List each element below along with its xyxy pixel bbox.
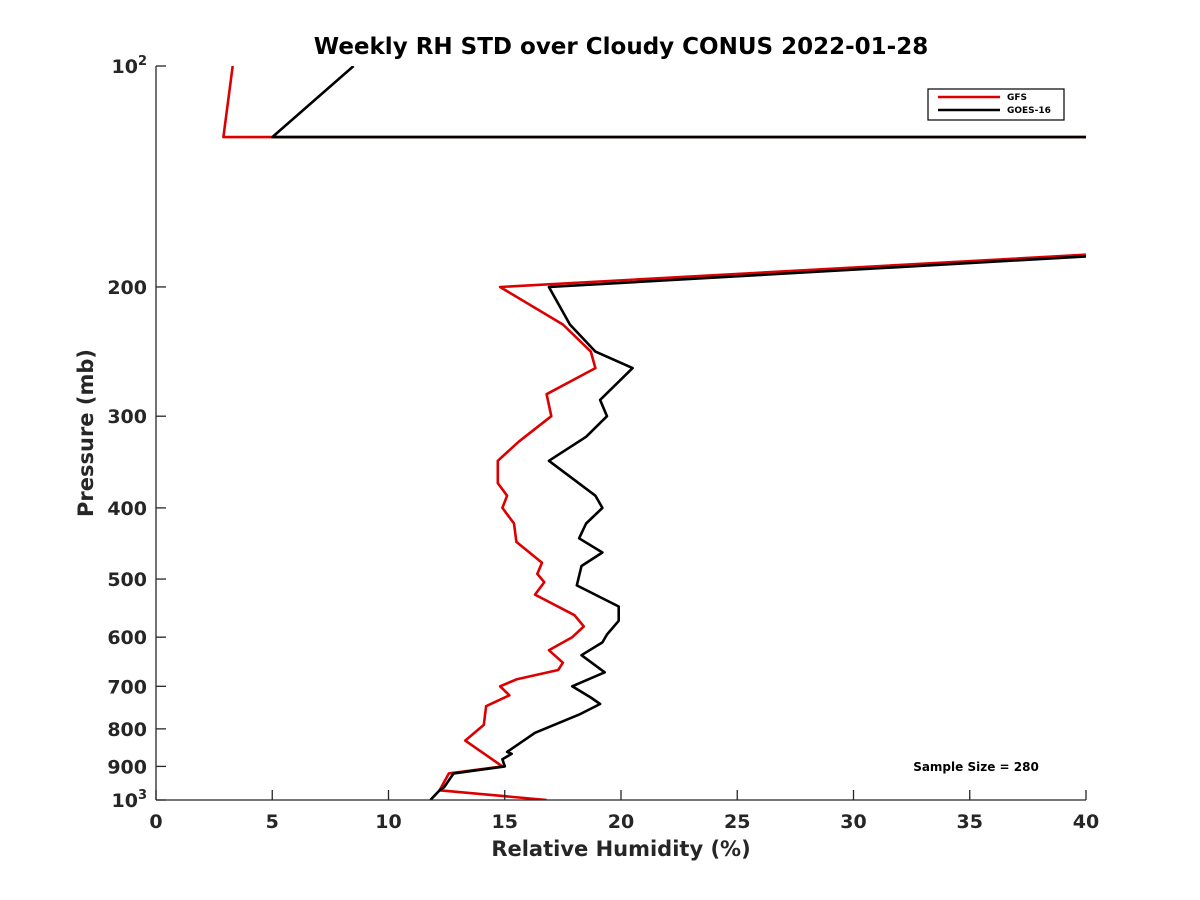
legend: GFS GOES-16 <box>927 88 1065 121</box>
y-tick-label: 600 <box>107 627 147 649</box>
x-tick-label: 15 <box>492 811 518 833</box>
axes: 0 5 10 15 20 25 30 35 40 102 200 300 400 500 600 700 800… <box>107 54 1099 833</box>
y-axis-title: Pressure (mb) <box>74 349 98 517</box>
series-line-gfs <box>222 66 1086 800</box>
x-tick-label: 30 <box>840 811 866 833</box>
x-tick-label: 25 <box>724 811 750 833</box>
y-tick-label: 102 <box>112 54 148 78</box>
y-tick-label: 900 <box>107 756 147 778</box>
series-line-goes-16 <box>270 66 1086 800</box>
legend-box <box>927 88 1065 121</box>
legend-label-gfs: GFS <box>1007 93 1027 103</box>
x-tick-label: 10 <box>375 811 401 833</box>
x-tick-label: 35 <box>957 811 983 833</box>
chart-title: Weekly RH STD over Cloudy CONUS 2022-01-… <box>314 34 928 60</box>
y-tick-label: 300 <box>107 406 147 428</box>
x-tick-label: 0 <box>149 811 162 833</box>
plot-area <box>222 66 1086 800</box>
y-tick-label: 103 <box>112 788 148 812</box>
x-axis-title: Relative Humidity (%) <box>491 837 750 861</box>
y-tick-label: 400 <box>107 498 147 520</box>
sample-size-annotation: Sample Size = 280 <box>913 760 1039 774</box>
legend-label-goes-16: GOES-16 <box>1007 106 1051 116</box>
x-tick-label: 5 <box>266 811 279 833</box>
y-tick-label: 200 <box>107 277 147 299</box>
y-tick-label: 500 <box>107 569 147 591</box>
x-tick-label: 40 <box>1073 811 1099 833</box>
x-tick-label: 20 <box>608 811 634 833</box>
y-tick-label: 700 <box>107 676 147 698</box>
y-tick-label: 800 <box>107 719 147 741</box>
